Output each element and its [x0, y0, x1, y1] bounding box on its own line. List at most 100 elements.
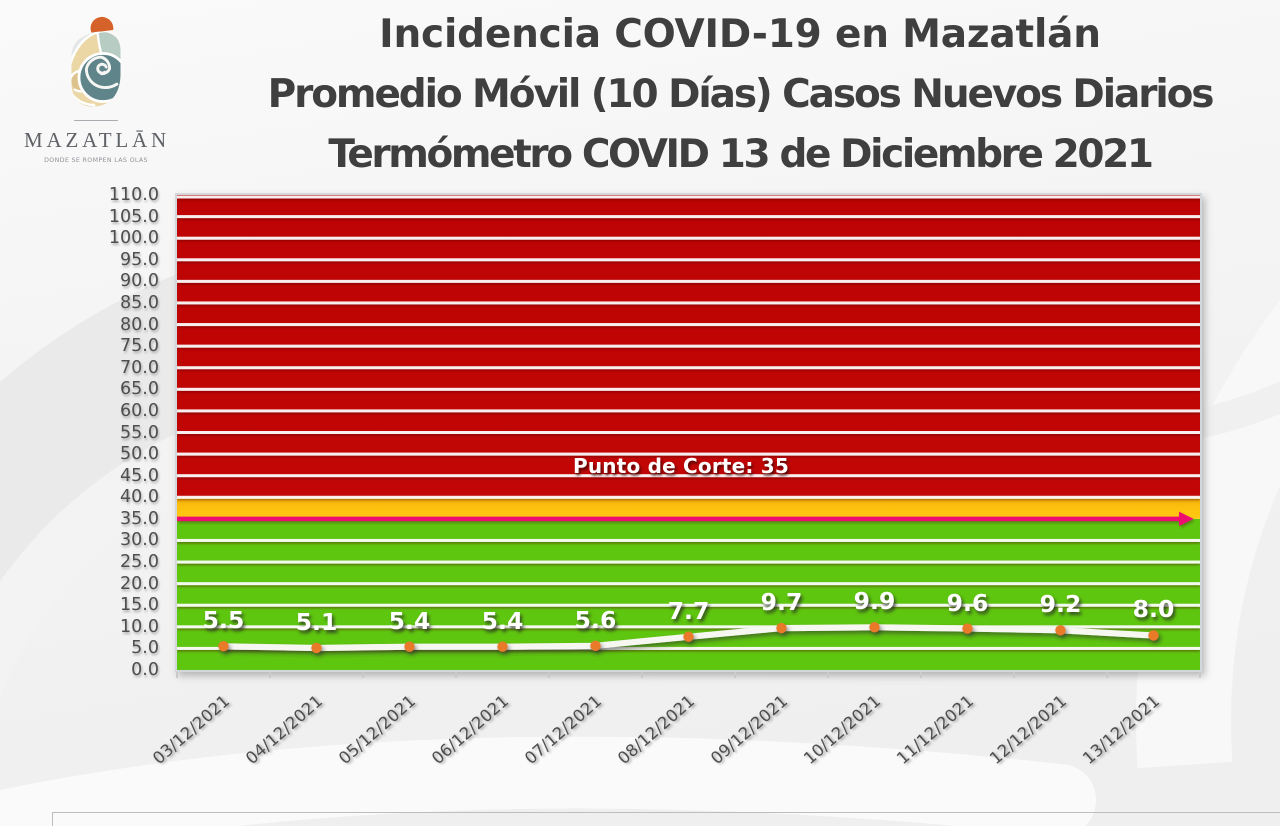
logo-wordmark: MAZATLĀN	[24, 128, 170, 152]
yellow-zone	[177, 497, 1200, 519]
y-axis-label-95: 95.0	[120, 249, 159, 270]
y-axis-label-5: 5.0	[131, 638, 159, 659]
data-label-2: 5.4	[388, 606, 431, 635]
data-label-8: 9.6	[946, 588, 989, 617]
gridline-30	[177, 538, 1200, 542]
data-point-marker-3	[497, 641, 508, 652]
gridline-55	[177, 431, 1200, 434]
y-axis-label-70: 70.0	[120, 357, 159, 378]
y-axis-label-55: 55.0	[120, 422, 159, 443]
gridline-15	[177, 603, 1200, 607]
y-axis-label-110: 110.0	[108, 185, 159, 205]
gridline-45	[177, 474, 1200, 478]
data-point-marker-6	[776, 622, 787, 634]
x-axis-tick-8	[920, 672, 922, 678]
x-axis-tick-1	[269, 672, 271, 678]
gridline-80	[177, 323, 1200, 327]
x-axis-tick-4	[548, 672, 550, 678]
slide-bottom-corner	[52, 812, 53, 826]
title-line-2: Promedio Móvil (10 Días) Casos Nuevos Di…	[267, 72, 1215, 117]
data-point-marker-10	[1148, 630, 1159, 641]
watermark-left-swirl-arc	[0, 261, 259, 603]
gridline-100	[177, 236, 1200, 240]
mazatlan-shell-icon	[71, 16, 121, 107]
x-axis-tick-6	[734, 672, 736, 678]
gridline-40	[177, 495, 1200, 499]
gridline-70	[177, 366, 1200, 370]
data-point-marker-2	[404, 641, 415, 652]
slide-bottom-edge	[52, 812, 1280, 813]
y-axis-label-35: 35.0	[120, 508, 159, 529]
gridline-20	[177, 582, 1200, 586]
data-point-marker-4	[590, 640, 601, 652]
x-axis-tick-2	[362, 672, 364, 678]
cutoff-arrow-line	[177, 516, 1182, 522]
y-axis-label-60: 60.0	[120, 400, 159, 421]
data-label-9: 9.2	[1039, 590, 1082, 619]
watermark-bottom-swoosh	[0, 736, 1096, 826]
title-line-3: Termómetro COVID 13 de Diciembre 2021	[328, 132, 1154, 177]
data-label-10: 8.0	[1132, 595, 1175, 624]
data-point-marker-9	[1055, 625, 1066, 636]
gridline-110	[177, 195, 1200, 199]
data-label-7: 9.9	[853, 587, 896, 616]
y-axis-label-75: 75.0	[120, 336, 159, 357]
data-label-3: 5.4	[481, 606, 524, 635]
logo-sun-icon	[90, 16, 114, 33]
y-axis-label-80: 80.0	[120, 314, 159, 335]
logo-divider	[74, 120, 118, 121]
gridline-50	[177, 452, 1200, 456]
gridline-60	[177, 409, 1200, 413]
data-label-4: 5.6	[574, 605, 617, 634]
y-axis-label-85: 85.0	[120, 292, 159, 313]
x-axis-tick-0	[176, 672, 178, 678]
gridline-65	[177, 387, 1200, 391]
gridline-85	[177, 301, 1200, 305]
y-axis-label-65: 65.0	[120, 379, 159, 400]
y-axis-label-100: 100.0	[108, 228, 159, 249]
watermark-left-inner-arc	[0, 429, 207, 697]
y-axis-label-0: 0.0	[131, 660, 159, 680]
gridline-25	[177, 560, 1200, 564]
data-label-0: 5.5	[202, 606, 245, 635]
watermark-right-arc	[1136, 300, 1280, 769]
x-axis-tick-3	[455, 672, 457, 678]
cutoff-arrow-head	[1179, 511, 1194, 527]
logo-spiral-curve	[84, 55, 119, 89]
gridline-105	[177, 215, 1200, 219]
data-point-marker-7	[869, 622, 880, 633]
data-point-marker-5	[683, 631, 694, 642]
chart-title-block: Incidencia COVID-19 en Mazatlán Promedio…	[200, 5, 1280, 185]
x-axis-tick-5	[641, 672, 643, 678]
y-axis-label-10: 10.0	[120, 616, 159, 637]
y-axis-label-40: 40.0	[120, 487, 159, 508]
x-axis-tick-9	[1013, 672, 1015, 678]
x-axis-tick-10	[1106, 672, 1108, 678]
data-point-marker-1	[311, 642, 322, 654]
x-axis-tick-11	[1199, 672, 1201, 678]
y-axis-label-30: 30.0	[120, 530, 159, 551]
cutoff-annotation: Punto de Corte: 35	[572, 454, 790, 478]
logo-shell-spiral-disc	[77, 52, 121, 103]
data-label-5: 7.7	[667, 596, 710, 625]
y-axis-label-90: 90.0	[120, 271, 159, 292]
gridline-10	[177, 625, 1200, 629]
y-axis-label-15: 15.0	[120, 595, 159, 616]
mazatlan-logo: MAZATLĀN DONDE SE ROMPEN LAS OLAS	[18, 12, 174, 164]
data-label-1: 5.1	[295, 607, 338, 636]
y-axis-label-50: 50.0	[120, 444, 159, 465]
gridline-5	[177, 646, 1200, 650]
y-axis-label-25: 25.0	[120, 552, 159, 573]
y-axis-label-45: 45.0	[120, 465, 159, 486]
data-point-marker-8	[962, 623, 973, 634]
gridline-90	[177, 279, 1200, 283]
data-point-marker-0	[218, 641, 229, 652]
data-label-6: 9.7	[760, 588, 803, 617]
x-axis-tick-7	[827, 672, 829, 678]
gridline-75	[177, 344, 1200, 348]
gridline-95	[177, 258, 1200, 262]
plot-area	[175, 193, 1202, 672]
logo-tagline: DONDE SE ROMPEN LAS OLAS	[44, 157, 148, 164]
y-axis-label-105: 105.0	[108, 206, 159, 227]
